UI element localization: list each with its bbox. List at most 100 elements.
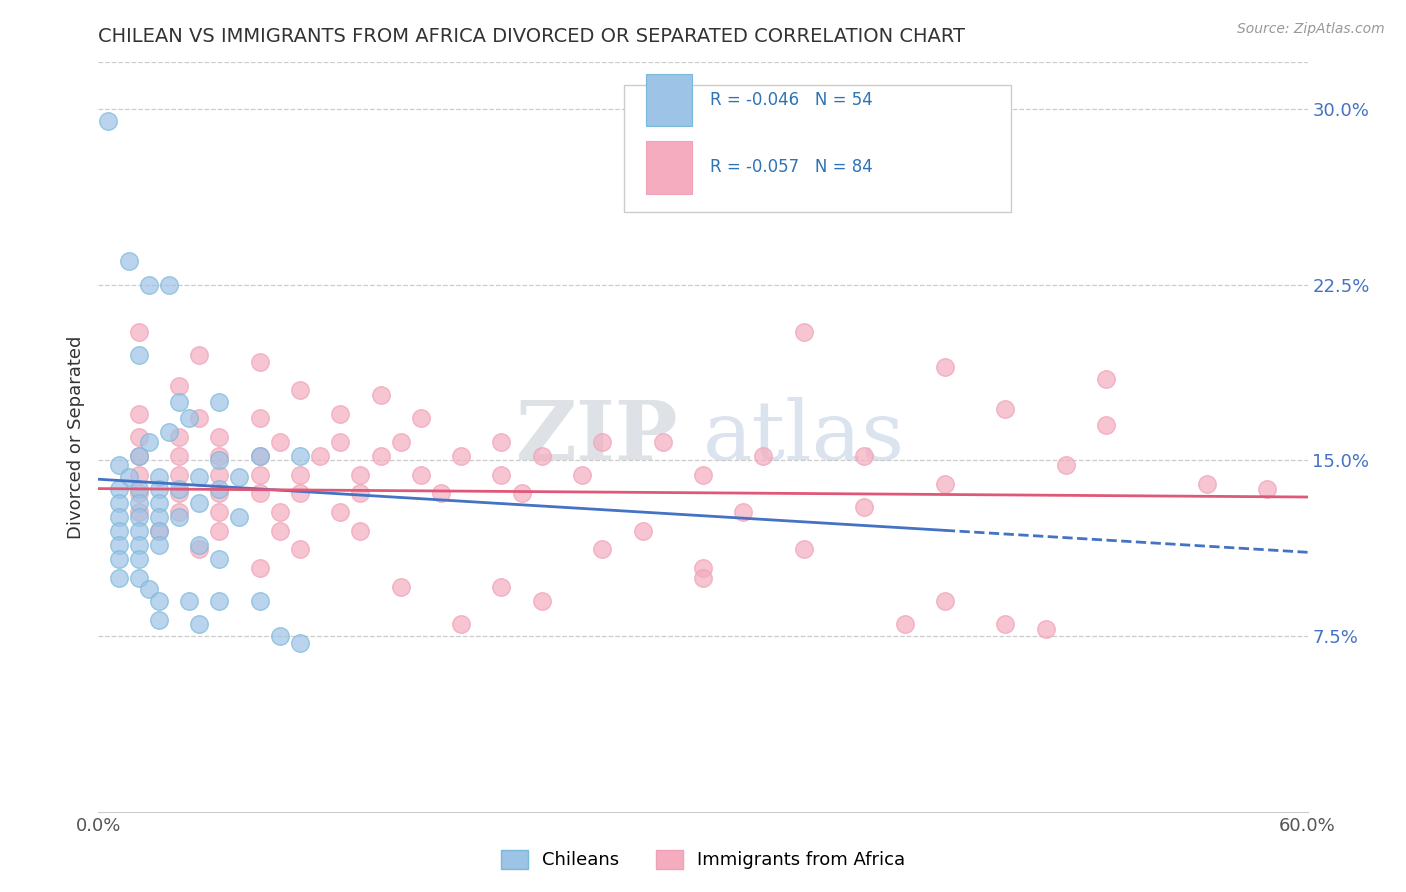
Point: [491, 467, 513, 482]
Point: [128, 505, 150, 519]
Point: [167, 509, 190, 524]
Point: [138, 277, 160, 292]
Point: [107, 458, 129, 473]
Text: atlas: atlas: [703, 397, 905, 477]
Point: [1095, 371, 1118, 385]
Point: [107, 524, 129, 538]
Point: [167, 430, 190, 444]
Point: [491, 580, 513, 594]
Point: [1054, 458, 1077, 473]
Point: [269, 629, 291, 643]
Point: [208, 395, 231, 409]
Point: [138, 582, 160, 597]
Point: [228, 470, 250, 484]
Point: [249, 449, 271, 463]
Point: [510, 486, 533, 500]
Point: [208, 524, 231, 538]
Legend: Chileans, Immigrants from Africa: Chileans, Immigrants from Africa: [492, 841, 914, 879]
Point: [148, 509, 170, 524]
Point: [208, 453, 231, 467]
Point: [138, 434, 160, 449]
Point: [631, 524, 654, 538]
Point: [389, 434, 412, 449]
Point: [793, 542, 815, 557]
Point: [349, 467, 371, 482]
Point: [450, 449, 472, 463]
Point: [128, 551, 150, 566]
Text: R = -0.046   N = 54: R = -0.046 N = 54: [710, 91, 873, 109]
Point: [97, 114, 120, 128]
Point: [128, 449, 150, 463]
Point: [370, 449, 392, 463]
Point: [249, 411, 271, 425]
Point: [430, 486, 453, 500]
Point: [853, 449, 876, 463]
Point: [329, 505, 352, 519]
Point: [409, 411, 432, 425]
Point: [491, 434, 513, 449]
Point: [128, 449, 150, 463]
Point: [148, 594, 170, 608]
Point: [208, 482, 231, 496]
Point: [208, 551, 231, 566]
Point: [208, 430, 231, 444]
Point: [651, 434, 673, 449]
Point: [107, 571, 129, 585]
Point: [269, 505, 291, 519]
Point: [409, 467, 432, 482]
Point: [188, 470, 211, 484]
Point: [853, 500, 876, 515]
Point: [128, 571, 150, 585]
Point: [118, 470, 141, 484]
Point: [148, 482, 170, 496]
Point: [249, 486, 271, 500]
Point: [994, 617, 1017, 632]
Point: [1035, 622, 1057, 636]
Point: [288, 636, 311, 650]
Point: [107, 551, 129, 566]
Point: [994, 401, 1017, 416]
Point: [249, 594, 271, 608]
Point: [188, 495, 211, 509]
Point: [167, 467, 190, 482]
Point: [128, 348, 150, 362]
Text: ZIP: ZIP: [516, 397, 679, 477]
Point: [329, 434, 352, 449]
Point: [934, 476, 956, 491]
Point: [228, 509, 250, 524]
Point: [148, 613, 170, 627]
Point: [269, 434, 291, 449]
Point: [188, 348, 211, 362]
Point: [692, 571, 714, 585]
Point: [107, 495, 129, 509]
Text: R = -0.057   N = 84: R = -0.057 N = 84: [710, 159, 873, 177]
Point: [128, 538, 150, 552]
Point: [288, 449, 311, 463]
Point: [591, 434, 613, 449]
Bar: [647, 141, 692, 194]
Point: [733, 505, 755, 519]
Point: [167, 449, 190, 463]
Point: [752, 449, 775, 463]
Point: [128, 524, 150, 538]
Text: Source: ZipAtlas.com: Source: ZipAtlas.com: [1237, 22, 1385, 37]
Point: [591, 542, 613, 557]
Point: [1095, 418, 1118, 433]
Point: [208, 467, 231, 482]
Point: [167, 378, 190, 392]
Point: [188, 617, 211, 632]
Point: [128, 467, 150, 482]
Point: [208, 594, 231, 608]
Point: [692, 561, 714, 575]
Point: [148, 470, 170, 484]
Point: [249, 449, 271, 463]
Point: [167, 482, 190, 496]
Point: [118, 254, 141, 268]
Point: [128, 486, 150, 500]
Point: [309, 449, 332, 463]
Point: [349, 486, 371, 500]
Point: [148, 495, 170, 509]
Point: [934, 594, 956, 608]
Point: [128, 495, 150, 509]
Point: [188, 538, 211, 552]
